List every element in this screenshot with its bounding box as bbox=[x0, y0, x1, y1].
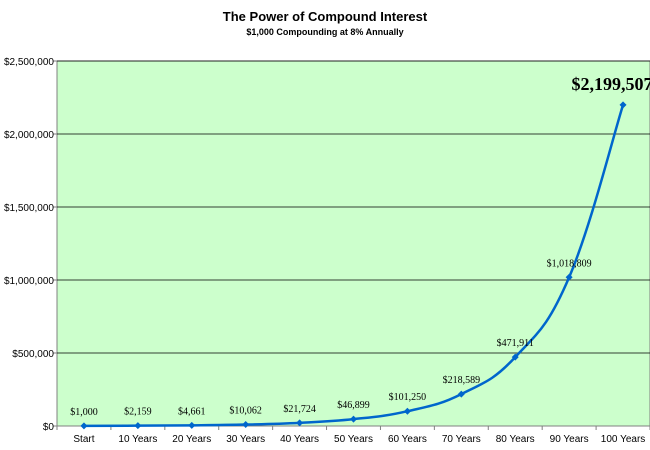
data-label: $4,661 bbox=[178, 406, 206, 417]
data-label: $10,062 bbox=[229, 406, 262, 417]
y-tick-label: $500,000 bbox=[12, 349, 54, 360]
gridlines bbox=[57, 60, 650, 354]
x-tick-label: 10 Years bbox=[118, 434, 157, 445]
x-tick-label: 80 Years bbox=[496, 434, 535, 445]
x-tick-label: Start bbox=[73, 434, 94, 445]
x-axis-ticks: Start 10 Years 20 Years 30 Years 40 Years 50 … bbox=[56, 426, 650, 445]
data-points bbox=[80, 101, 627, 430]
y-tick-label: $1,000,000 bbox=[4, 276, 54, 287]
x-tick-label: 60 Years bbox=[388, 434, 427, 445]
data-label: $46,899 bbox=[337, 400, 370, 411]
data-point-marker bbox=[619, 101, 627, 109]
data-label: $1,018,809 bbox=[547, 258, 592, 269]
data-point-marker bbox=[457, 390, 465, 398]
x-tick-label: 100 Years bbox=[601, 434, 646, 445]
y-tick-label: $2,500,000 bbox=[4, 57, 54, 68]
data-point-marker bbox=[134, 422, 142, 430]
y-axis-ticks: $0 $500,000 $1,000,000 $1,500,000 $2,000,000… bbox=[4, 57, 57, 433]
data-label: $2,199,507 bbox=[572, 74, 650, 94]
data-point-marker bbox=[511, 353, 519, 361]
x-tick-label: 90 Years bbox=[550, 434, 589, 445]
series-line-group bbox=[83, 104, 625, 428]
data-point-marker bbox=[350, 415, 357, 423]
y-tick-label: $1,500,000 bbox=[4, 203, 54, 214]
x-tick-label: 40 Years bbox=[280, 434, 319, 445]
x-tick-label: 50 Years bbox=[334, 434, 373, 445]
data-point-marker bbox=[296, 419, 304, 427]
y-tick-label: $0 bbox=[43, 422, 55, 433]
plot-area bbox=[56, 60, 650, 427]
x-tick-label: 20 Years bbox=[172, 434, 211, 445]
data-point-marker bbox=[242, 421, 250, 429]
data-labels: $1,000 $2,159 $4,661 $10,062 $21,724 $46,899 $… bbox=[70, 74, 650, 418]
data-label: $1,000 bbox=[70, 407, 98, 418]
x-tick-label: 30 Years bbox=[226, 434, 265, 445]
data-label: $21,724 bbox=[283, 404, 316, 415]
data-point-marker bbox=[80, 422, 88, 430]
y-tick-label: $2,000,000 bbox=[4, 130, 54, 141]
data-point-marker bbox=[188, 421, 196, 429]
data-label: $101,250 bbox=[389, 392, 427, 403]
data-point-marker bbox=[403, 407, 411, 415]
chart-title: The Power of Compound Interest bbox=[223, 9, 428, 24]
data-label: $471,911 bbox=[497, 338, 534, 349]
x-tick-label: 70 Years bbox=[442, 434, 481, 445]
series-line bbox=[83, 104, 625, 428]
data-label: $218,589 bbox=[443, 375, 481, 386]
data-label: $2,159 bbox=[124, 407, 152, 418]
chart-subtitle: $1,000 Compounding at 8% Annually bbox=[246, 27, 403, 37]
data-point-marker bbox=[565, 273, 573, 281]
